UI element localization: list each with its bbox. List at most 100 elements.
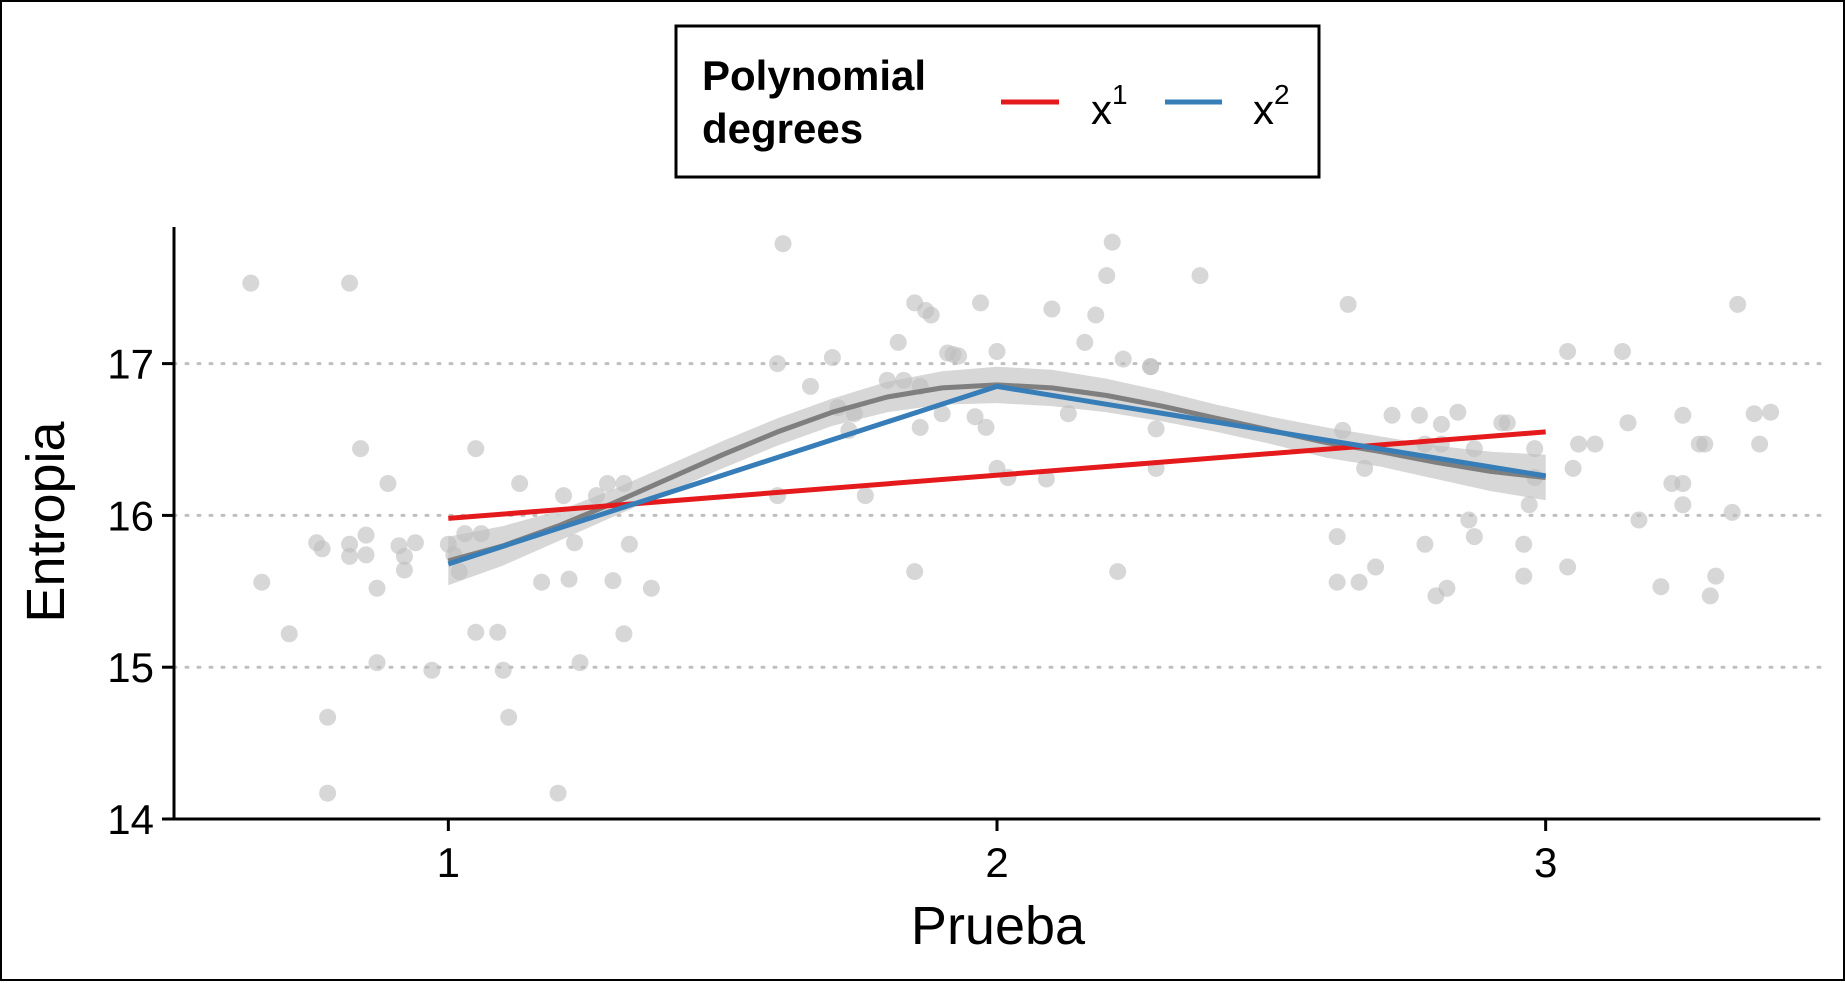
data-point-59 (911, 418, 929, 436)
data-point-78 (1103, 233, 1121, 251)
data-point-54 (878, 371, 896, 389)
data-point-12 (368, 654, 386, 672)
data-point-114 (1564, 459, 1582, 477)
data-point-123 (1674, 475, 1692, 493)
data-point-107 (1515, 567, 1533, 585)
legend-box (674, 24, 1321, 179)
data-point-40 (615, 475, 633, 493)
data-point-133 (1762, 403, 1780, 421)
data-point-34 (555, 487, 573, 505)
data-point-130 (1729, 295, 1747, 313)
gridlines (172, 362, 1822, 821)
legend-label-x2: x2 (1253, 79, 1290, 133)
data-point-120 (1652, 578, 1670, 596)
confidence-band (448, 366, 1546, 586)
data-point-126 (1696, 435, 1714, 453)
data-point-48 (801, 377, 819, 395)
x-tick-label-3: 3 (1534, 839, 1557, 886)
data-point-39 (604, 572, 622, 590)
data-point-129 (1723, 503, 1741, 521)
data-point-29 (494, 661, 512, 679)
data-point-72 (1037, 470, 1055, 488)
data-point-96 (1416, 535, 1434, 553)
data-point-11 (357, 546, 375, 564)
legend-label-x2-base: x (1253, 86, 1274, 133)
data-point-74 (1059, 405, 1077, 423)
data-point-24 (456, 525, 474, 543)
data-point-77 (1098, 267, 1116, 285)
data-point-42 (620, 535, 638, 553)
data-point-105 (1465, 528, 1483, 546)
data-point-35 (566, 534, 584, 552)
data-point-75 (1076, 333, 1094, 351)
data-point-94 (1383, 406, 1401, 424)
data-point-49 (823, 349, 841, 367)
data-point-80 (1114, 350, 1132, 368)
data-point-27 (472, 525, 490, 543)
data-point-73 (1043, 300, 1061, 318)
data-point-95 (1410, 406, 1428, 424)
data-point-43 (642, 579, 660, 597)
data-point-7 (341, 535, 359, 553)
data-point-127 (1701, 587, 1719, 605)
data-point-32 (533, 573, 551, 591)
data-point-19 (423, 661, 441, 679)
data-point-119 (1630, 511, 1648, 529)
x-tick-label-1: 1 (437, 839, 460, 886)
data-point-131 (1745, 405, 1763, 423)
x-tick-label-2: 2 (985, 839, 1008, 886)
series-line-0 (448, 429, 1546, 521)
data-point-111 (1526, 440, 1544, 458)
data-point-0 (242, 274, 260, 292)
legend-title-line1: Polynomial (702, 52, 926, 99)
y-axis-label: Entropia (16, 420, 76, 622)
data-point-112 (1559, 558, 1577, 576)
data-point-33 (549, 784, 567, 802)
legend-title-line2: degrees (702, 105, 863, 152)
data-point-122 (1674, 406, 1692, 424)
data-point-62 (933, 405, 951, 423)
data-point-128 (1707, 567, 1725, 585)
data-point-18 (406, 534, 424, 552)
legend-label-x1: x1 (1091, 79, 1128, 133)
data-point-1 (341, 274, 359, 292)
data-point-28 (489, 623, 507, 641)
data-point-6 (319, 708, 337, 726)
data-point-20 (319, 784, 337, 802)
y-tick-label-15: 15 (107, 644, 154, 691)
data-point-58 (906, 563, 924, 581)
data-point-115 (1570, 435, 1588, 453)
data-point-9 (352, 440, 370, 458)
data-point-41 (615, 625, 633, 643)
confidence-band-layer (448, 366, 1546, 586)
data-point-79 (1109, 563, 1127, 581)
data-point-31 (511, 475, 529, 493)
data-point-26 (467, 623, 485, 641)
data-point-53 (856, 487, 874, 505)
data-point-134 (1498, 414, 1516, 432)
data-point-118 (1619, 414, 1637, 432)
data-point-25 (467, 440, 485, 458)
data-point-89 (1334, 421, 1352, 439)
data-point-67 (972, 294, 990, 312)
data-point-85 (1191, 267, 1209, 285)
data-point-69 (988, 342, 1006, 360)
data-point-91 (1350, 573, 1368, 591)
data-point-8 (341, 547, 359, 565)
data-point-16 (395, 561, 413, 579)
data-point-68 (977, 418, 995, 436)
fit-lines (447, 382, 1547, 567)
data-point-109 (1520, 496, 1538, 514)
data-point-88 (1328, 528, 1346, 546)
data-point-13 (368, 579, 386, 597)
data-point-10 (357, 526, 375, 544)
data-point-101 (1438, 579, 1456, 597)
data-point-108 (1515, 535, 1533, 553)
data-point-3 (280, 625, 298, 643)
data-point-36 (571, 654, 589, 672)
data-point-93 (1367, 558, 1385, 576)
data-point-17 (395, 547, 413, 565)
y-tick-label-16: 16 (107, 492, 154, 539)
data-point-90 (1339, 295, 1357, 313)
axes (172, 227, 1820, 821)
